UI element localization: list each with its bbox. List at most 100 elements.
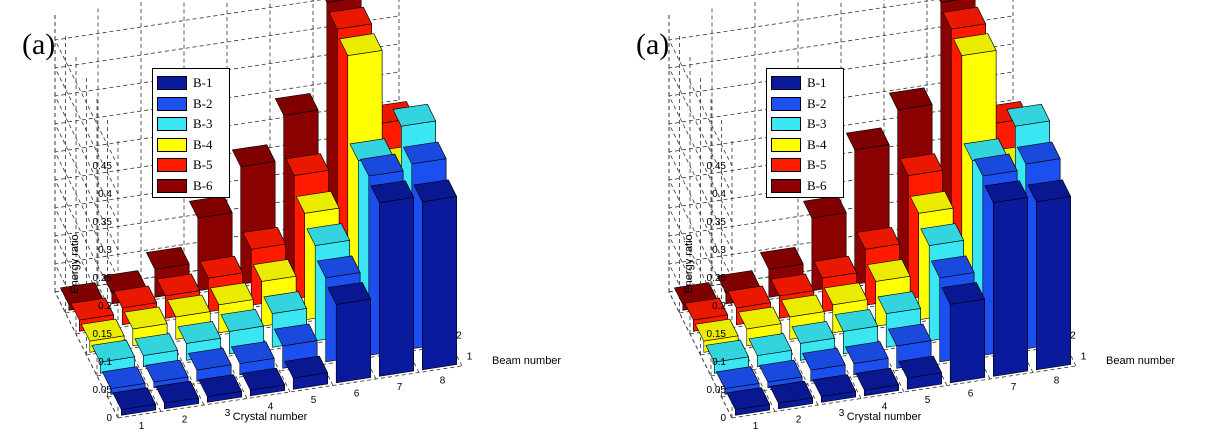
bar3d-chart-right: 0 0.05 0.1 0.15 0.2 0.25 0.3 0.35 0.4 0.45 Energy … [668, 0, 1175, 432]
bar-front [421, 196, 457, 371]
bar-top [705, 339, 750, 363]
bar-top [1027, 179, 1072, 203]
z-tick-label: 0 [106, 413, 112, 424]
bar-top [791, 321, 836, 344]
bar-top [306, 223, 351, 246]
legend-swatch [157, 76, 187, 91]
bar-front [335, 298, 371, 384]
grid [54, 0, 463, 419]
legend-swatch [771, 137, 801, 152]
x-tick-label: 4 [268, 401, 274, 412]
bar-top [930, 255, 975, 279]
legend-item: B-5 [771, 155, 839, 176]
bar [726, 387, 771, 416]
chart-panel-right: 0 0.05 0.1 0.15 0.2 0.25 0.3 0.35 0.4 0.45 Energy … [614, 0, 1220, 443]
bar-top [209, 282, 254, 306]
z-tick-label: 0.35 [93, 217, 113, 228]
legend-swatch [157, 137, 187, 152]
z-tick-label: 0.15 [93, 329, 113, 340]
bar-top [770, 273, 815, 297]
legend-label: B-4 [193, 136, 213, 152]
x-tick-label: 7 [1011, 382, 1017, 393]
legend-label: B-5 [807, 157, 827, 173]
bar-top [70, 297, 115, 321]
bar-top [855, 367, 900, 391]
z-tick-label: 0.3 [98, 245, 112, 256]
bar-top [177, 321, 222, 344]
legend-label: B-1 [193, 75, 213, 91]
bar-top [144, 359, 189, 383]
z-tick-label: 0.05 [93, 385, 113, 396]
legend-swatch [157, 96, 187, 111]
legend-label: B-3 [193, 116, 213, 132]
y-axis-title: Beam number [1106, 355, 1175, 367]
bar-top [123, 306, 168, 330]
bar-top [834, 309, 879, 332]
bar [231, 144, 276, 285]
x-tick-label: 8 [1054, 375, 1060, 386]
bar-top [759, 246, 804, 270]
bar-top [812, 374, 857, 397]
bar [144, 359, 189, 389]
legend-item: B-5 [157, 155, 225, 176]
bar-top [726, 387, 771, 410]
y-tick-label: 1 [467, 352, 473, 363]
bar-top [166, 294, 211, 318]
x-tick-label: 4 [882, 401, 888, 412]
legend-label: B-3 [807, 116, 827, 132]
legend-swatch [771, 178, 801, 193]
bar-top [252, 259, 297, 282]
z-tick-label: 0.25 [707, 273, 727, 284]
legend-item: B-4 [771, 135, 839, 156]
legend-label: B-5 [193, 157, 213, 173]
bar-top [285, 153, 330, 176]
bar [941, 282, 986, 384]
z-tick-label: 0.1 [98, 357, 112, 368]
bar-top [155, 380, 200, 404]
x-axis-title: Crystal number [847, 411, 922, 423]
bar-top [694, 318, 739, 342]
bar-top [973, 153, 1018, 177]
bar-top [758, 359, 803, 383]
legend-swatch [771, 158, 801, 173]
y-tick-label: 1 [1081, 352, 1087, 363]
legend-swatch [157, 117, 187, 132]
panel-label: (a) [636, 28, 670, 61]
bar-top [769, 380, 814, 404]
z-tick-label: 0.3 [712, 245, 726, 256]
z-tick-label: 0 [720, 413, 726, 424]
bars [673, 0, 1072, 416]
bar-top [274, 93, 319, 116]
bar [715, 366, 760, 395]
bar-top [984, 180, 1029, 204]
bar-top [402, 141, 447, 165]
bar [112, 387, 157, 416]
legend-label: B-2 [807, 95, 827, 111]
bar [898, 355, 943, 390]
bar [198, 374, 243, 403]
chart-panel-left: 0 0.05 0.1 0.15 0.2 0.25 0.3 0.35 0.4 0.45 Energy … [22, 0, 561, 432]
bar-top [856, 226, 901, 250]
bar-top [156, 273, 201, 297]
legend-item: B-2 [157, 94, 225, 115]
legend-label: B-4 [807, 136, 827, 152]
bar-top [284, 355, 329, 379]
legend-item: B-3 [157, 114, 225, 135]
x-tick-label: 1 [139, 421, 145, 432]
bar-top [845, 127, 890, 151]
z-tick-label: 0.45 [707, 161, 727, 172]
bar-top [909, 190, 954, 214]
z-tick-label: 0.45 [93, 161, 113, 172]
bar-top [844, 341, 889, 364]
legend-item: B-4 [157, 135, 225, 156]
bar [758, 359, 803, 389]
x-tick-label: 2 [796, 414, 802, 425]
bar-front [949, 298, 985, 384]
bar-top [263, 291, 308, 314]
bar-top [1006, 103, 1051, 127]
bar-top [241, 367, 286, 391]
bar-top [413, 179, 458, 203]
x-tick-label: 3 [225, 408, 231, 419]
bar-top [888, 87, 933, 111]
x-tick-label: 7 [397, 382, 403, 393]
